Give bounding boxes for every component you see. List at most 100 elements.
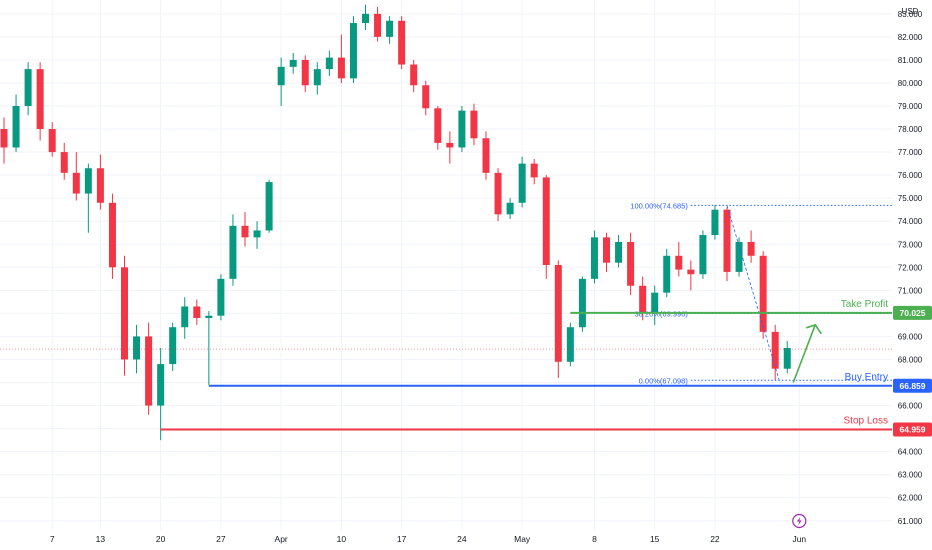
candlestick-series (0, 4, 791, 441)
take-profit-label: Take Profit (841, 299, 888, 310)
candle-body (627, 241, 635, 286)
candle-body (157, 364, 165, 406)
y-tick-label: 83.000 (898, 10, 923, 19)
price-axis-panel[interactable] (892, 0, 932, 530)
y-tick-label: 79.000 (898, 102, 923, 111)
y-tick-label: 63.000 (898, 471, 923, 480)
candle-body (48, 129, 56, 153)
drawing-overlays: 100.00%(74.685) 38.20%(69.996) 0.00%(67.09… (0, 201, 892, 431)
candle-body (0, 129, 8, 148)
candle-body (639, 285, 647, 314)
candle-body (530, 163, 538, 178)
candle-body (349, 23, 357, 79)
candle-body (759, 255, 767, 332)
stop-loss-label: Stop Loss (844, 416, 888, 427)
candle-body (301, 59, 309, 86)
x-tick-label: 7 (50, 534, 55, 544)
candle-body (289, 59, 297, 67)
candle-body (265, 182, 273, 231)
grid-lines (0, 0, 892, 530)
x-tick-label: Apr (275, 534, 288, 544)
x-tick-label: Jun (792, 534, 806, 544)
y-tick-label: 82.000 (898, 33, 923, 42)
time-axis: 7 13 20 27 Apr 10 17 24 May 8 15 22 Jun (50, 534, 807, 544)
candle-body (374, 13, 382, 37)
candle-body (651, 292, 659, 314)
candle-body (24, 69, 32, 106)
x-tick-label: 22 (710, 534, 720, 544)
candle-body (313, 69, 321, 86)
candle-body (735, 241, 743, 272)
candle-body (133, 336, 141, 360)
candle-body (325, 57, 333, 70)
candle-body (36, 69, 44, 130)
stop-loss-price-value: 64.959 (900, 425, 926, 435)
candle-body (229, 225, 237, 279)
candle-body (12, 106, 20, 148)
candle-body (615, 241, 623, 263)
candle-body (578, 278, 586, 328)
price-axis: 61.00062.00063.00064.00065.00066.00067.0… (898, 10, 923, 526)
candle-body (687, 269, 695, 275)
y-tick-label: 80.000 (898, 79, 923, 88)
arrow-head (805, 323, 822, 335)
x-tick-label: 24 (457, 534, 467, 544)
stop-loss-price-tag (893, 422, 932, 437)
y-tick-label: 76.000 (898, 171, 923, 180)
fib-level-label: 100.00%(74.685) (630, 201, 688, 210)
y-tick-label: 69.000 (898, 332, 923, 341)
candle-body (482, 138, 490, 173)
candle-body (566, 327, 574, 362)
fib-trend-line (726, 205, 780, 381)
y-tick-label: 73.000 (898, 240, 923, 249)
y-tick-label: 62.000 (898, 494, 923, 503)
candle-body (193, 306, 201, 318)
candle-body (554, 265, 562, 362)
candle-body (169, 327, 177, 365)
x-tick-label: 8 (592, 534, 597, 544)
y-tick-label: 81.000 (898, 56, 923, 65)
y-tick-label: 61.000 (898, 517, 923, 526)
candle-body (783, 347, 791, 369)
y-tick-label: 78.000 (898, 125, 923, 134)
candle-body (337, 57, 345, 79)
candle-body (217, 278, 225, 316)
candle-body (121, 267, 128, 360)
candle-body (711, 209, 719, 236)
candle-body (675, 255, 683, 270)
candle-body (60, 152, 68, 173)
y-tick-label: 74.000 (898, 217, 923, 226)
level-labels: Take Profit 70.025 Buy Entry 66.859 Stop Los… (841, 299, 932, 437)
candle-body (518, 163, 526, 203)
candle-body (72, 172, 80, 194)
y-tick-label: 64.000 (898, 448, 923, 457)
buy-entry-label: Buy Entry (845, 372, 888, 383)
x-tick-label: 27 (216, 534, 226, 544)
candle-body (747, 241, 755, 256)
candle-body (410, 64, 418, 86)
candle-body (386, 20, 394, 37)
candle-body (398, 20, 406, 65)
candle-body (723, 209, 731, 272)
candle-body (470, 110, 478, 139)
candle-body (241, 225, 249, 238)
candle-body (590, 237, 598, 279)
currency-label: USD (902, 7, 919, 16)
candle-body (253, 230, 261, 238)
x-tick-label: 10 (337, 534, 347, 544)
fib-level-label: 0.00%(67.098) (639, 376, 689, 385)
candle-body (434, 108, 442, 143)
y-tick-label: 72.000 (898, 263, 923, 272)
candle-body (663, 255, 671, 293)
x-tick-label: May (514, 534, 531, 544)
x-tick-label: 15 (650, 534, 660, 544)
lightning-icon[interactable] (792, 513, 807, 529)
y-tick-label: 66.000 (898, 402, 923, 411)
x-tick-label: 13 (96, 534, 106, 544)
fib-level-label: 38.20%(69.996) (634, 309, 688, 318)
candle-body (362, 13, 369, 24)
candle-body (458, 110, 466, 148)
candle-body (542, 177, 550, 265)
candle-body (108, 202, 116, 268)
